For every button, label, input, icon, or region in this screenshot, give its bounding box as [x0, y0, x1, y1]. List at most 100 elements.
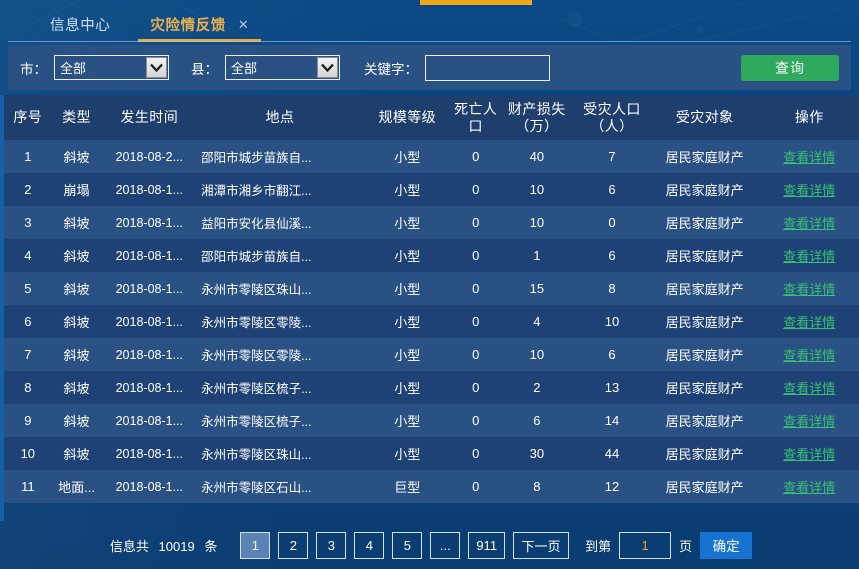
view-detail-link[interactable]: 查看详情 — [783, 480, 836, 495]
cell-type: 斜坡 — [63, 381, 90, 396]
cell-idx: 5 — [24, 281, 32, 296]
table-row[interactable]: 7 斜坡 2018-08-1... 永州市零陵区零陵... 小型 0 10 6 居民家庭财产 查看… — [4, 338, 859, 371]
chevron-down-icon[interactable] — [317, 57, 338, 78]
cell-type: 崩塌 — [63, 183, 90, 198]
city-select[interactable]: 全部 — [54, 55, 169, 80]
column-header-scale: 规模等级 — [378, 109, 437, 126]
cell-loss: 1 — [533, 248, 541, 263]
page-button-1[interactable]: 1 — [240, 531, 271, 559]
query-button[interactable]: 查询 — [741, 54, 839, 81]
cell-pop: 8 — [608, 281, 616, 296]
cell-pop: 7 — [608, 149, 616, 164]
table-row[interactable]: 11 地面... 2018-08-1... 永州市零陵区石山... 巨型 0 8 12 居民家庭… — [4, 470, 859, 503]
goto-prefix-label: 到第 — [585, 538, 612, 554]
cell-time: 2018-08-1... — [115, 215, 184, 230]
cell-place: 邵阳市城步苗族自... — [201, 250, 312, 264]
cell-place: 永州市零陵区零陵... — [201, 316, 312, 330]
column-header-death: 死亡人口 — [454, 101, 498, 134]
table-row[interactable]: 5 斜坡 2018-08-1... 永州市零陵区珠山... 小型 0 15 8 居民家庭财产 查看… — [4, 272, 859, 305]
view-detail-link[interactable]: 查看详情 — [783, 447, 836, 462]
page-button-2[interactable]: 2 — [278, 531, 309, 559]
confirm-button[interactable]: 确定 — [700, 531, 753, 559]
table-row[interactable]: 2 崩塌 2018-08-1... 湘潭市湘乡市翻江... 小型 0 10 6 居民家庭财产 查看… — [4, 173, 859, 206]
view-detail-link[interactable]: 查看详情 — [783, 216, 836, 231]
cell-op: 查看详情 — [759, 206, 859, 239]
cell-death: 0 — [472, 380, 480, 395]
page-button-moremoremore[interactable]: ... — [430, 531, 461, 559]
cell-death: 0 — [472, 347, 480, 362]
table-header: 序号 类型 发生时间 地点 规模等级 死亡人口 财产损失（万） 受灾人口（人） … — [4, 95, 859, 140]
cell-time: 2018-08-2... — [115, 149, 184, 164]
cell-loss: 40 — [529, 149, 545, 164]
table-row[interactable]: 6 斜坡 2018-08-1... 永州市零陵区零陵... 小型 0 4 10 居民家庭财产 查看… — [4, 305, 859, 338]
column-header-type: 类型 — [62, 109, 91, 126]
page-button-911[interactable]: 911 — [468, 531, 506, 559]
view-detail-link[interactable]: 查看详情 — [783, 183, 836, 198]
cell-op: 查看详情 — [759, 338, 859, 371]
view-detail-link[interactable]: 查看详情 — [783, 414, 836, 429]
cell-loss: 30 — [529, 446, 545, 461]
cell-op: 查看详情 — [759, 272, 859, 305]
cell-death: 0 — [472, 446, 480, 461]
cell-obj: 居民家庭财产 — [665, 381, 744, 396]
cell-loss: 2 — [533, 380, 541, 395]
cell-pop: 14 — [604, 413, 620, 428]
cell-scale: 小型 — [394, 249, 421, 264]
view-detail-link[interactable]: 查看详情 — [783, 381, 836, 396]
cell-obj: 居民家庭财产 — [665, 249, 744, 264]
tab-info-center[interactable]: 信息中心 — [30, 7, 130, 41]
view-detail-link[interactable]: 查看详情 — [783, 282, 836, 297]
next-page-button[interactable]: 下一页 — [513, 531, 570, 559]
cell-type: 斜坡 — [63, 447, 90, 462]
cell-time: 2018-08-1... — [115, 446, 184, 461]
filter-toolbar: 市： 全部 县： 全部 关键字： 查询 — [8, 45, 851, 90]
page-button-3[interactable]: 3 — [316, 531, 347, 559]
view-detail-link[interactable]: 查看详情 — [783, 348, 836, 363]
cell-place: 永州市零陵区梳子... — [201, 382, 312, 396]
column-header-op: 操作 — [794, 109, 824, 126]
cell-type: 斜坡 — [63, 414, 90, 429]
page-button-5[interactable]: 5 — [392, 531, 423, 559]
goto-page-input[interactable] — [619, 531, 672, 559]
cell-death: 0 — [472, 314, 480, 329]
view-detail-link[interactable]: 查看详情 — [783, 315, 836, 330]
table-row[interactable]: 9 斜坡 2018-08-1... 永州市零陵区梳子... 小型 0 6 14 居民家庭财产 查看… — [4, 404, 859, 437]
keyword-input[interactable] — [425, 54, 550, 81]
cell-place: 永州市零陵区零陵... — [201, 349, 312, 363]
chevron-down-icon[interactable] — [146, 57, 167, 78]
view-detail-link[interactable]: 查看详情 — [783, 150, 836, 165]
cell-obj: 居民家庭财产 — [665, 150, 744, 165]
close-icon[interactable]: ✕ — [237, 16, 250, 32]
county-select[interactable]: 全部 — [225, 55, 340, 80]
city-label: 市： — [20, 61, 47, 77]
view-detail-link[interactable]: 查看详情 — [783, 249, 836, 264]
cell-time: 2018-08-1... — [115, 248, 184, 263]
cell-place: 永州市零陵区珠山... — [201, 448, 312, 462]
cell-pop: 0 — [608, 215, 616, 230]
cell-obj: 居民家庭财产 — [665, 480, 744, 495]
cell-obj: 居民家庭财产 — [665, 348, 744, 363]
page-button-4[interactable]: 4 — [354, 531, 385, 559]
table-row[interactable]: 4 斜坡 2018-08-1... 邵阳市城步苗族自... 小型 0 1 6 居民家庭财产 查看详… — [4, 239, 859, 272]
table-row[interactable]: 10 斜坡 2018-08-1... 永州市零陵区珠山... 小型 0 30 44 居民家庭财产… — [4, 437, 859, 470]
cell-obj: 居民家庭财产 — [665, 447, 744, 462]
cell-obj: 居民家庭财产 — [665, 216, 744, 231]
column-header-place: 地点 — [265, 109, 295, 126]
cell-death: 0 — [472, 281, 480, 296]
cell-time: 2018-08-1... — [115, 347, 184, 362]
tab-disaster-feedback[interactable]: 灾险情反馈 ✕ — [130, 7, 269, 42]
cell-scale: 巨型 — [394, 480, 421, 495]
cell-op: 查看详情 — [759, 437, 859, 470]
cell-idx: 3 — [24, 215, 32, 230]
cell-place: 湘潭市湘乡市翻江... — [201, 184, 312, 198]
column-header-loss: 财产损失（万） — [508, 101, 566, 134]
cell-scale: 小型 — [394, 183, 421, 198]
cell-pop: 6 — [608, 248, 616, 263]
table-row[interactable]: 1 斜坡 2018-08-2... 邵阳市城步苗族自... 小型 0 40 7 居民家庭财产 查看… — [4, 140, 859, 173]
table-row[interactable]: 8 斜坡 2018-08-1... 永州市零陵区梳子... 小型 0 2 13 居民家庭财产 查看… — [4, 371, 859, 404]
cell-op: 查看详情 — [759, 140, 859, 173]
table-row[interactable]: 3 斜坡 2018-08-1... 益阳市安化县仙溪... 小型 0 10 0 居民家庭财产 查看… — [4, 206, 859, 239]
cell-type: 斜坡 — [63, 150, 90, 165]
top-accent-bar — [420, 0, 532, 5]
